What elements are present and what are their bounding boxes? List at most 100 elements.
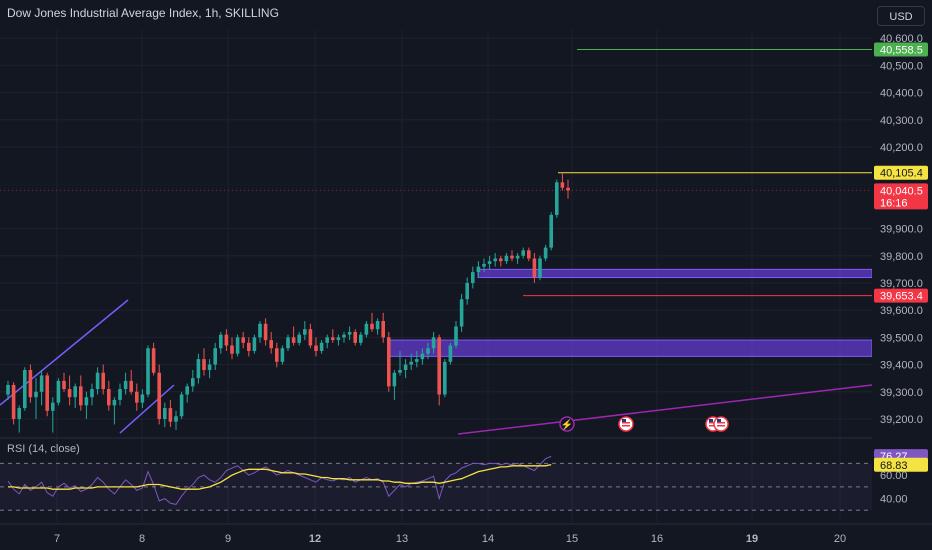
candle-body <box>185 386 189 395</box>
rsi-ma-value-label: 68.83 <box>880 460 908 472</box>
candle-body <box>28 370 33 398</box>
price-tick-label: 39,700.0 <box>880 278 923 290</box>
lightning-event-icon[interactable] <box>559 416 575 432</box>
candle-body <box>336 337 341 341</box>
green-level-label: 40,558.5 <box>880 44 923 56</box>
candle-body <box>213 348 217 365</box>
candle-body <box>235 337 240 354</box>
rsi-ma-series-line <box>8 463 552 490</box>
rsi-tick-label: 60.00 <box>880 470 908 482</box>
flag-canton <box>717 419 721 422</box>
candle-body <box>319 342 324 351</box>
candle-body <box>224 334 229 346</box>
trendline-lower-left[interactable] <box>119 384 175 434</box>
candle-body <box>202 359 206 370</box>
price-tick-label: 39,600.0 <box>880 305 923 317</box>
candle-body <box>191 378 195 387</box>
candle-body <box>454 326 458 346</box>
candle-body <box>359 334 363 343</box>
candle-body <box>84 397 89 406</box>
candle-body <box>62 380 66 390</box>
candle-body <box>163 408 167 419</box>
candle-body <box>543 247 548 259</box>
candle-body <box>342 334 346 338</box>
candle-body <box>241 337 245 343</box>
candle-body <box>39 375 44 392</box>
candle-body <box>437 337 441 395</box>
candle-body <box>381 321 385 338</box>
candle-body <box>487 261 492 264</box>
event-icons[interactable]: ⚡ <box>559 416 729 432</box>
price-tick-label: 40,500.0 <box>880 60 923 72</box>
candle-body <box>515 255 520 259</box>
price-axis[interactable]: 40,600.0 40,500.0 40,400.0 40,300.0 40,200.0… <box>872 0 932 550</box>
candle-body <box>560 182 565 188</box>
price-tick-label: 40,300.0 <box>880 115 923 127</box>
rsi-tick-label: 40.00 <box>880 494 908 506</box>
candle-body <box>101 372 105 390</box>
candle-body <box>112 399 117 406</box>
time-tick-label: 9 <box>225 533 231 545</box>
green-level-badge[interactable] <box>874 42 928 57</box>
candle-body <box>566 187 570 191</box>
candle-body <box>107 389 111 406</box>
candle-body <box>151 348 156 373</box>
candle-body <box>521 250 525 256</box>
time-tick-label: 16 <box>651 533 663 545</box>
candle-body <box>504 255 509 262</box>
candle-body <box>325 337 329 343</box>
candle-body <box>269 340 273 349</box>
candle-body <box>308 329 313 346</box>
price-tick-label: 40,600.0 <box>880 33 923 45</box>
yellow-level-badge[interactable] <box>874 165 928 180</box>
candle-body <box>375 321 380 330</box>
candle-body <box>291 337 296 343</box>
candle-body <box>90 389 94 398</box>
zone-box[interactable] <box>477 268 873 279</box>
currency-button[interactable]: USD <box>877 6 925 26</box>
candle-body <box>34 391 38 398</box>
price-tick-label: 39,900.0 <box>880 224 923 236</box>
price-tick-label: 39,800.0 <box>880 251 923 263</box>
candle-body <box>196 359 201 379</box>
trendline-bottom[interactable] <box>457 384 873 435</box>
rsi-ma-value-badge <box>874 457 928 472</box>
drawings[interactable] <box>0 48 873 435</box>
candle-body <box>286 337 290 349</box>
flag-stripe <box>622 425 630 427</box>
last-price-badge[interactable] <box>874 183 928 210</box>
candle-body <box>392 372 397 387</box>
flag-canton <box>622 419 626 422</box>
flag-canton <box>709 419 713 422</box>
candle-body <box>426 348 430 354</box>
candle-body <box>398 370 402 373</box>
candle-body <box>465 282 469 300</box>
price-tick-label: 39,500.0 <box>880 332 923 344</box>
zone-box[interactable] <box>387 339 873 357</box>
candle-body <box>17 408 21 419</box>
trendline-upper-left[interactable] <box>0 299 129 406</box>
rsi-label: RSI (14, close) <box>7 443 80 455</box>
candle-body <box>207 364 212 370</box>
candle-body <box>471 272 475 283</box>
candle-body <box>403 364 408 370</box>
price-tick-label: 40,400.0 <box>880 88 923 100</box>
candle-body <box>45 375 49 411</box>
red-level-badge[interactable] <box>874 288 928 303</box>
candle-body <box>56 380 61 403</box>
candle-body <box>538 258 542 278</box>
time-tick-label: 13 <box>396 533 408 545</box>
candle-body <box>532 258 537 278</box>
yellow-level-label: 40,105.4 <box>880 168 923 180</box>
candle-body <box>476 266 481 273</box>
candle-body <box>129 380 133 392</box>
candle-body <box>168 408 173 422</box>
candle-body <box>549 214 553 248</box>
flag-stripe <box>622 422 630 424</box>
candle-body <box>370 323 374 330</box>
candle-body <box>123 380 128 390</box>
time-tick-label: 14 <box>482 533 494 545</box>
time-axis[interactable]: 7 8 9 12 13 14 15 16 19 20 <box>0 523 932 545</box>
time-tick-label: 19 <box>746 533 758 545</box>
